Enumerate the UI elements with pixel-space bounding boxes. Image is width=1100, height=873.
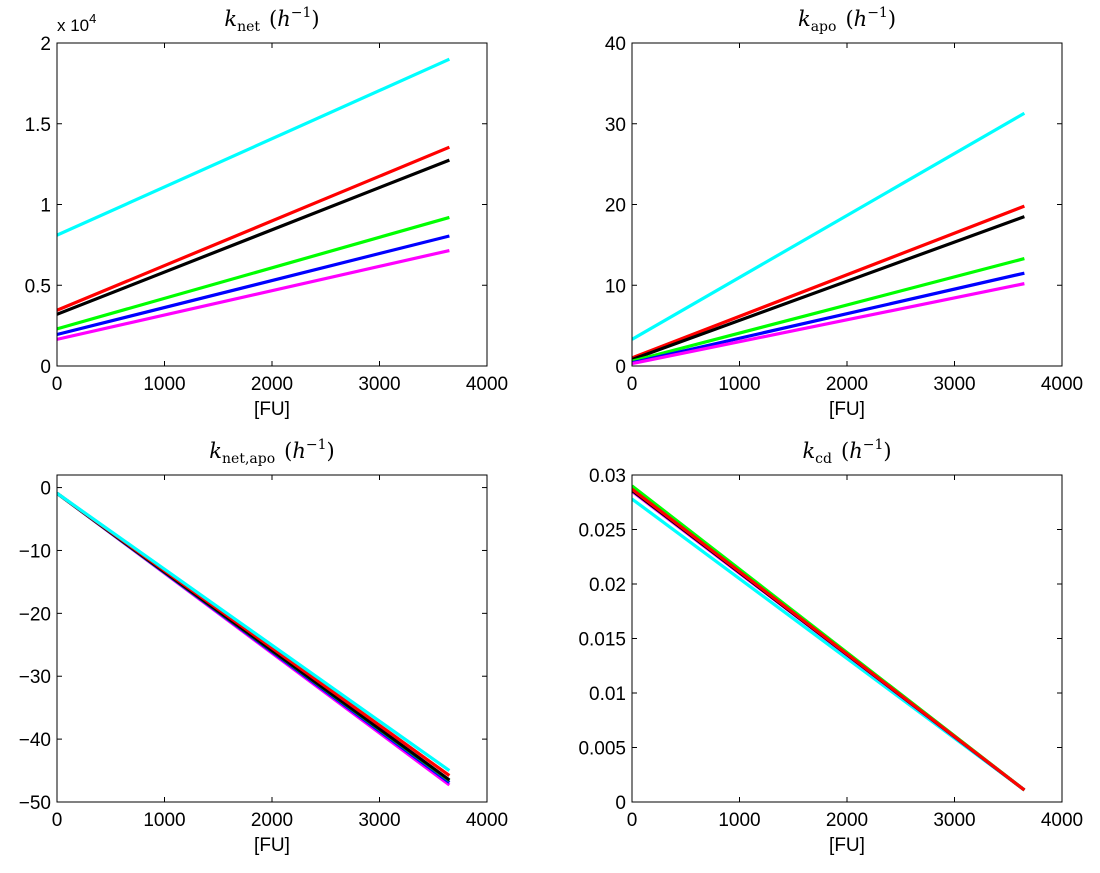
y-tick-label: −50	[19, 793, 51, 814]
axes-box	[631, 42, 1063, 367]
y-tick-label: 0.01	[589, 684, 626, 705]
y-tick-label: 40	[605, 34, 626, 55]
series-line-6	[632, 487, 1026, 792]
series-line-4	[57, 215, 450, 331]
subplot-title: knet (h−1)	[224, 5, 319, 35]
x-tick-label: 4000	[1041, 810, 1083, 831]
y-tick-label: 0	[615, 357, 626, 378]
series-line-6	[57, 248, 450, 341]
series-line-1	[632, 111, 1026, 341]
subplot-title: kcd (h−1)	[802, 437, 891, 467]
series-group	[632, 111, 1026, 366]
subplot-1: 0 1000 2000 3000 4000 0 0.5 1 1.5 2 [FU] knet (h−1) x…	[25, 5, 509, 420]
series-line-2	[57, 145, 450, 312]
series-line-5	[57, 234, 450, 337]
x-tick-label: 0	[627, 810, 638, 831]
y-tick-label: 0.03	[589, 466, 626, 487]
series-group	[632, 484, 1026, 792]
x-tick-label: 3000	[358, 810, 400, 831]
x-tick-label: 4000	[466, 810, 508, 831]
y-tick-label: −40	[19, 730, 51, 751]
x-tick-label: 2000	[251, 810, 293, 831]
axes-box	[631, 474, 1063, 803]
y-tick-label: 2	[40, 34, 51, 55]
series-line-1	[57, 57, 451, 237]
series-line-6	[632, 282, 1025, 366]
x-tick-label: 3000	[933, 810, 975, 831]
x-tick-label: 2000	[826, 374, 868, 395]
y-tick-label: 0	[615, 793, 626, 814]
x-tick-label: 1000	[143, 810, 185, 831]
series-line-3	[57, 158, 450, 316]
x-tick-label: 1000	[718, 374, 760, 395]
y-tick-label: 10	[605, 276, 626, 297]
x-axis-label: [FU]	[829, 399, 865, 420]
y-tick-label: 0	[40, 479, 51, 500]
series-line-2	[632, 204, 1025, 360]
y-tick-label: 30	[605, 115, 626, 136]
x-tick-label: 0	[627, 374, 638, 395]
x-tick-label: 3000	[358, 374, 400, 395]
series-group	[57, 491, 451, 787]
series-line-6	[57, 491, 451, 772]
x-tick-label: 4000	[466, 374, 508, 395]
y-tick-label: 0	[40, 357, 51, 378]
subplot-4: 0 1000 2000 3000 4000 0 0.005 0.01 0.015 0.02 0.02…	[578, 437, 1083, 856]
subplot-2: 0 1000 2000 3000 4000 0 10 20 30 40 [FU] kapo (h−1)	[605, 5, 1083, 420]
x-axis-label: [FU]	[254, 399, 290, 420]
x-tick-label: 1000	[143, 374, 185, 395]
axis-multiplier: x 104	[57, 11, 96, 35]
y-tick-label: 0.025	[578, 521, 626, 542]
x-tick-label: 0	[52, 374, 63, 395]
x-tick-label: 3000	[933, 374, 975, 395]
subplot-title: knet,apo (h−1)	[209, 437, 334, 467]
x-tick-label: 0	[52, 810, 63, 831]
y-tick-label: 0.5	[25, 276, 51, 297]
y-tick-label: −30	[19, 667, 51, 688]
x-axis-label: [FU]	[254, 835, 290, 856]
series-line-5	[632, 271, 1025, 365]
series-line-3	[632, 215, 1025, 362]
subplot-title: kapo (h−1)	[798, 5, 896, 35]
y-tick-label: −20	[19, 604, 51, 625]
y-tick-label: 0.015	[578, 630, 626, 651]
series-line-4	[632, 257, 1025, 363]
y-tick-label: 20	[605, 196, 626, 217]
series-group	[57, 57, 451, 341]
subplot-3: 0 1000 2000 3000 4000 −50 −40 −30 −20 −10 0 [FU] kne…	[19, 437, 508, 856]
y-tick-label: 0.02	[589, 575, 626, 596]
y-tick-label: 0.005	[578, 739, 626, 760]
x-tick-label: 2000	[251, 374, 293, 395]
y-tick-label: −10	[19, 541, 51, 562]
x-axis-label: [FU]	[829, 835, 865, 856]
y-tick-label: 1	[40, 196, 51, 217]
x-tick-label: 4000	[1041, 374, 1083, 395]
y-tick-label: 1.5	[25, 115, 51, 136]
x-tick-label: 1000	[718, 810, 760, 831]
x-tick-label: 2000	[826, 810, 868, 831]
